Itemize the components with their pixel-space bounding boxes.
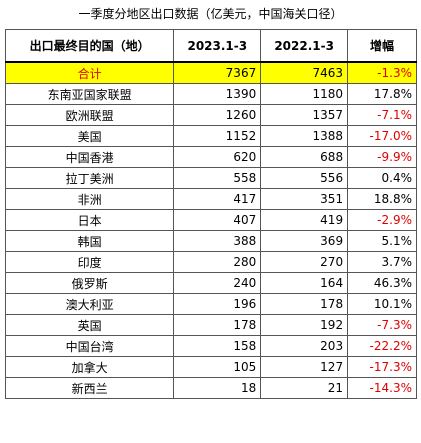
table-row: 日本 407 419 -2.9% [4,209,417,231]
value-cell: 178 [173,314,262,336]
value-cell: 1357 [260,104,349,126]
table-row: 印度 280 270 3.7% [4,251,417,273]
value-cell: 280 [173,251,262,273]
value-cell: 1390 [173,83,262,105]
table-row: 中国台湾 158 203 -22.2% [4,335,417,357]
region-cell: 澳大利亚 [4,293,175,315]
region-cell: 中国香港 [4,146,175,168]
value-cell: -14.3% [347,377,417,399]
value-cell: 0.4% [347,167,417,189]
value-cell: -22.2% [347,335,417,357]
region-cell: 英国 [4,314,175,336]
value-cell: -7.3% [347,314,417,336]
table-row: 非洲 417 351 18.8% [4,188,417,210]
table-row: 美国 1152 1388 -17.0% [4,125,417,147]
region-cell: 中国台湾 [4,335,175,357]
value-cell: 1152 [173,125,262,147]
value-cell: -7.1% [347,104,417,126]
region-cell: 日本 [4,209,175,231]
value-cell: 1180 [260,83,349,105]
value-cell: 620 [173,146,262,168]
value-cell: 556 [260,167,349,189]
value-cell: 203 [260,335,349,357]
table-row: 欧洲联盟 1260 1357 -7.1% [4,104,417,126]
value-cell: -17.0% [347,125,417,147]
table-row: 英国 178 192 -7.3% [4,314,417,336]
region-cell: 韩国 [4,230,175,252]
value-cell: 351 [260,188,349,210]
value-cell: 3.7% [347,251,417,273]
table-row: 俄罗斯 240 164 46.3% [4,272,417,294]
table-row: 澳大利亚 196 178 10.1% [4,293,417,315]
value-cell: 158 [173,335,262,357]
table-row: 加拿大 105 127 -17.3% [4,356,417,378]
region-cell: 欧洲联盟 [4,104,175,126]
region-cell: 加拿大 [4,356,175,378]
table-row: 中国香港 620 688 -9.9% [4,146,417,168]
value-cell: 127 [260,356,349,378]
region-cell: 美国 [4,125,175,147]
title: 一季度分地区出口数据（亿美元，中国海关口径） [78,7,343,21]
value-cell: 18 [173,377,262,399]
export-table: 出口最终目的国（地） 2023.1-3 2022.1-3 增幅 合计 7367 7463-… [4,29,417,399]
region-cell: 东南亚国家联盟 [4,83,175,105]
value-cell: 192 [260,314,349,336]
value-cell: -2.9% [347,209,417,231]
header-cell: 出口最终目的国（地） [4,29,175,63]
value-cell: -17.3% [347,356,417,378]
value-cell: -1.3% [347,61,417,84]
table-row: 韩国 388 369 5.1% [4,230,417,252]
value-cell: 18.8% [347,188,417,210]
value-cell: -9.9% [347,146,417,168]
region-cell: 拉丁美洲 [4,167,175,189]
value-cell: 1388 [260,125,349,147]
value-cell: 46.3% [347,272,417,294]
value-cell: 196 [173,293,262,315]
header-row: 出口最终目的国（地） 2023.1-3 2022.1-3 增幅 [4,29,417,63]
value-cell: 21 [260,377,349,399]
region-cell: 俄罗斯 [4,272,175,294]
table-row: 拉丁美洲 558 556 0.4% [4,167,417,189]
region-cell: 新西兰 [4,377,175,399]
value-cell: 688 [260,146,349,168]
header-cell: 2023.1-3 [173,29,262,63]
value-cell: 17.8% [347,83,417,105]
header-cell: 2022.1-3 [260,29,349,63]
value-cell: 7463 [260,61,349,84]
value-cell: 369 [260,230,349,252]
value-cell: 417 [173,188,262,210]
value-cell: 10.1% [347,293,417,315]
value-cell: 270 [260,251,349,273]
value-cell: 240 [173,272,262,294]
table-row: 合计 7367 7463 -1.3% [4,61,417,84]
value-cell: 178 [260,293,349,315]
value-cell: 419 [260,209,349,231]
table-row: 东南亚国家联盟 1390 1180 17.8% [4,83,417,105]
value-cell: 388 [173,230,262,252]
table-row: 新西兰 18 21 -14.3% [4,377,417,399]
header-cell: 增幅 [347,29,417,63]
value-cell: 105 [173,356,262,378]
value-cell: 1260 [173,104,262,126]
region-cell: 印度 [4,251,175,273]
region-cell: 合计 [4,61,175,84]
value-cell: 164 [260,272,349,294]
value-cell: 407 [173,209,262,231]
value-cell: 7367 [173,61,262,84]
region-cell: 非洲 [4,188,175,210]
value-cell: 5.1% [347,230,417,252]
value-cell: 558 [173,167,262,189]
